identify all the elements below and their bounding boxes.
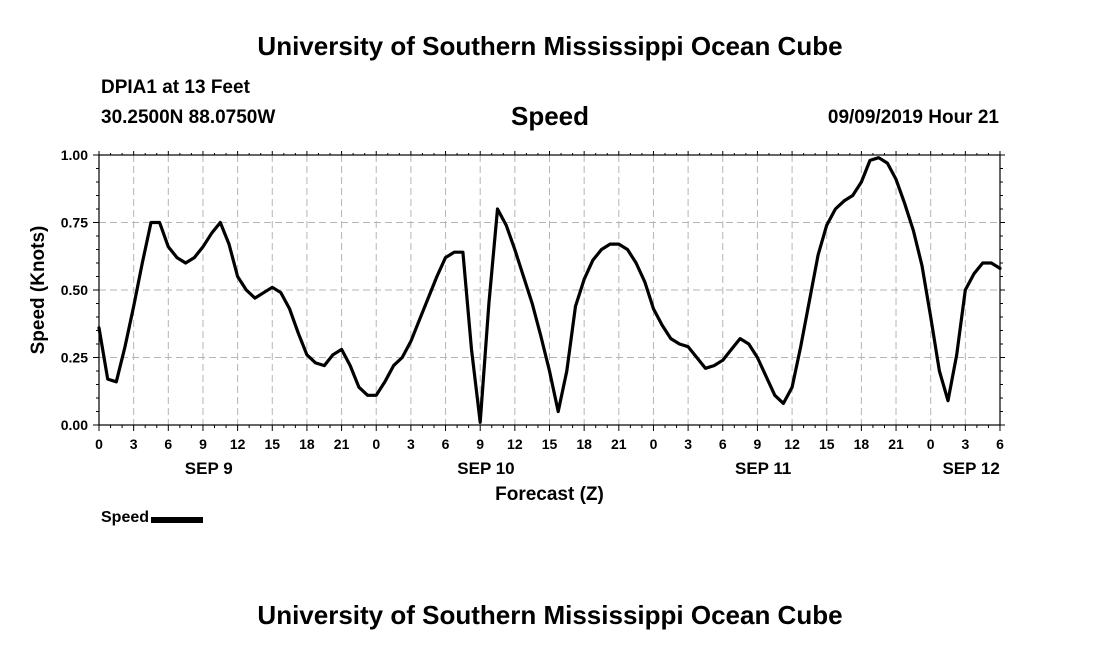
y-tick-label: 0.25 bbox=[61, 350, 88, 366]
y-tick-label: 1.00 bbox=[61, 147, 88, 163]
x-tick-label: 15 bbox=[542, 436, 558, 452]
grid-lines bbox=[99, 155, 1000, 425]
station-location: 30.2500N 88.0750W bbox=[101, 107, 276, 128]
forecast-datetime: 09/09/2019 Hour 21 bbox=[827, 107, 999, 128]
y-tick-label: 0.50 bbox=[61, 282, 88, 298]
date-label: SEP 10 bbox=[457, 459, 514, 478]
x-tick-label: 3 bbox=[130, 436, 138, 452]
page-title: University of Southern Mississippi Ocean… bbox=[257, 31, 843, 61]
x-tick-label: 6 bbox=[719, 436, 727, 452]
x-tick-label: 15 bbox=[819, 436, 835, 452]
x-tick-label: 0 bbox=[650, 436, 658, 452]
legend-swatch bbox=[151, 517, 204, 523]
x-tick-label: 0 bbox=[927, 436, 935, 452]
x-axis-title: Forecast (Z) bbox=[495, 484, 604, 505]
plot-frame bbox=[98, 154, 1001, 426]
x-tick-label: 18 bbox=[299, 436, 315, 452]
x-tick-label: 15 bbox=[264, 436, 280, 452]
x-tick-label: 3 bbox=[961, 436, 969, 452]
x-tick-label: 6 bbox=[996, 436, 1004, 452]
x-tick-label: 3 bbox=[684, 436, 692, 452]
x-tick-label: 0 bbox=[372, 436, 380, 452]
x-tick-label: 0 bbox=[95, 436, 103, 452]
x-tick-label: 3 bbox=[407, 436, 415, 452]
legend-label: Speed bbox=[101, 509, 150, 526]
x-tick-label: 9 bbox=[476, 436, 484, 452]
x-tick-label: 9 bbox=[754, 436, 762, 452]
footer-title: University of Southern Mississippi Ocean… bbox=[257, 600, 843, 630]
legend: Speed bbox=[101, 509, 204, 527]
axis-labels: 0 3 6 9 12 15 18 21 0 3 6 9 12 15 18 21 0 3 6 9 12 15 18 21 0 3 6 0… bbox=[28, 147, 1004, 505]
y-tick-label: 0.75 bbox=[61, 215, 88, 231]
x-tick-label: 18 bbox=[576, 436, 592, 452]
date-label: SEP 11 bbox=[735, 459, 791, 478]
station-name: DPIA1 at 13 Feet bbox=[101, 77, 250, 98]
series-line-speed bbox=[97, 156, 1002, 424]
x-tick-label: 6 bbox=[164, 436, 172, 452]
x-tick-label: 12 bbox=[507, 436, 523, 452]
chart-title: Speed bbox=[510, 101, 590, 131]
series-layer bbox=[97, 156, 1002, 424]
x-tick-label: 21 bbox=[888, 436, 904, 452]
x-tick-label: 9 bbox=[199, 436, 207, 452]
x-tick-label: 12 bbox=[784, 436, 800, 452]
y-tick-label: 0.00 bbox=[61, 417, 88, 433]
x-tick-label: 21 bbox=[334, 436, 350, 452]
date-label: SEP 9 bbox=[185, 459, 233, 478]
x-tick-label: 21 bbox=[611, 436, 627, 452]
x-tick-label: 12 bbox=[230, 436, 246, 452]
x-tick-label: 6 bbox=[442, 436, 450, 452]
x-tick-label: 18 bbox=[854, 436, 870, 452]
y-axis-title: Speed (Knots) bbox=[28, 226, 49, 355]
date-label: SEP 12 bbox=[942, 459, 999, 478]
